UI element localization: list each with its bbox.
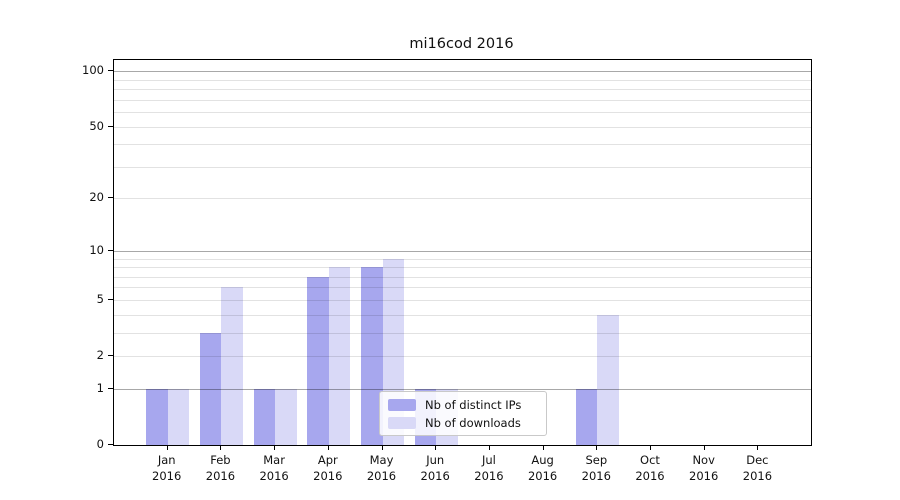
y-tick-label-2: 2: [96, 348, 104, 363]
legend-row-distinct-ips: Nb of distinct IPs: [388, 398, 546, 412]
gridline-1: [114, 388, 811, 390]
gridline-70: [114, 99, 811, 101]
gridline-5: [114, 299, 811, 301]
bar-downloads-feb: [221, 287, 243, 445]
x-tick-sep: [596, 445, 598, 450]
y-tick-5: [108, 298, 113, 300]
y-tick-label-20: 20: [89, 190, 104, 205]
x-tick-apr: [327, 445, 329, 450]
bar-distinct-ips-apr: [307, 276, 329, 445]
y-tick-2: [108, 355, 113, 357]
y-tick-10: [108, 249, 113, 251]
gridline-80: [114, 89, 811, 91]
y-tick-1: [108, 387, 113, 389]
x-tick-nov: [703, 445, 705, 450]
gridline-6: [114, 287, 811, 289]
x-tick-mar: [274, 445, 276, 450]
x-tick-jun: [435, 445, 437, 450]
x-tick-aug: [542, 445, 544, 450]
y-tick-0: [108, 444, 113, 445]
bar-distinct-ips-may: [361, 267, 383, 445]
gridline-100: [114, 71, 811, 73]
y-tick-50: [108, 125, 113, 127]
x-tick-label-jun: Jun 2016: [420, 453, 450, 483]
x-tick-oct: [650, 445, 651, 450]
x-tick-label-mar: Mar 2016: [259, 453, 289, 483]
legend-label: Nb of downloads: [425, 415, 521, 430]
gridline-90: [114, 79, 811, 81]
x-tick-dec: [757, 445, 759, 450]
y-tick-label-0: 0: [96, 437, 104, 451]
x-tick-label-dec: Dec 2016: [742, 453, 773, 483]
gridline-8: [114, 267, 811, 269]
gridline-2: [114, 356, 811, 358]
gridline-30: [114, 166, 811, 168]
x-tick-label-feb: Feb 2016: [205, 453, 236, 483]
x-tick-label-jul: Jul 2016: [474, 453, 504, 483]
bar-distinct-ips-feb: [199, 332, 222, 445]
y-tick-label-1: 1: [96, 380, 104, 395]
gridline-60: [114, 112, 811, 114]
bar-downloads-jan: [167, 388, 190, 445]
gridline-9: [114, 258, 811, 260]
y-tick-label-5: 5: [96, 291, 104, 306]
legend-label: Nb of distinct IPs: [425, 397, 522, 412]
bar-downloads-sep: [597, 314, 619, 445]
y-tick-100: [108, 70, 113, 72]
y-tick-20: [108, 197, 113, 199]
x-tick-jan: [166, 445, 168, 450]
x-tick-may: [381, 445, 383, 450]
gridline-10: [114, 250, 811, 252]
bar-distinct-ips-mar: [253, 388, 276, 445]
x-tick-label-jan: Jan 2016: [152, 453, 182, 483]
y-tick-label-100: 100: [82, 63, 104, 78]
y-tick-label-10: 10: [89, 242, 104, 257]
legend-swatch-distinct-ips: [388, 398, 416, 411]
x-tick-label-apr: Apr 2016: [313, 453, 343, 483]
x-tick-label-aug: Aug 2016: [527, 453, 558, 483]
x-tick-label-oct: Oct 2016: [635, 453, 665, 483]
x-tick-label-sep: Sep 2016: [581, 453, 611, 483]
legend-swatch-downloads: [388, 416, 416, 429]
legend: Nb of distinct IPs Nb of downloads: [379, 391, 547, 436]
legend-row-downloads: Nb of downloads: [388, 416, 546, 430]
bar-downloads-mar: [275, 388, 297, 445]
bar-distinct-ips-sep: [575, 388, 598, 445]
plot-area: Nb of distinct IPs Nb of downloads: [113, 59, 812, 446]
x-tick-label-may: May 2016: [366, 453, 397, 483]
gridline-50: [114, 126, 811, 128]
gridline-40: [114, 144, 811, 146]
y-tick-label-50: 50: [89, 118, 104, 133]
bar-distinct-ips-jan: [146, 388, 168, 445]
x-tick-feb: [220, 445, 222, 450]
x-tick-jul: [488, 445, 490, 450]
x-tick-label-nov: Nov 2016: [689, 453, 719, 483]
gridline-7: [114, 276, 811, 278]
gridline-3: [114, 332, 811, 334]
gridline-20: [114, 198, 811, 200]
bar-downloads-apr: [328, 267, 351, 445]
gridline-4: [114, 314, 811, 316]
chart-title: mi16cod 2016: [409, 36, 514, 52]
